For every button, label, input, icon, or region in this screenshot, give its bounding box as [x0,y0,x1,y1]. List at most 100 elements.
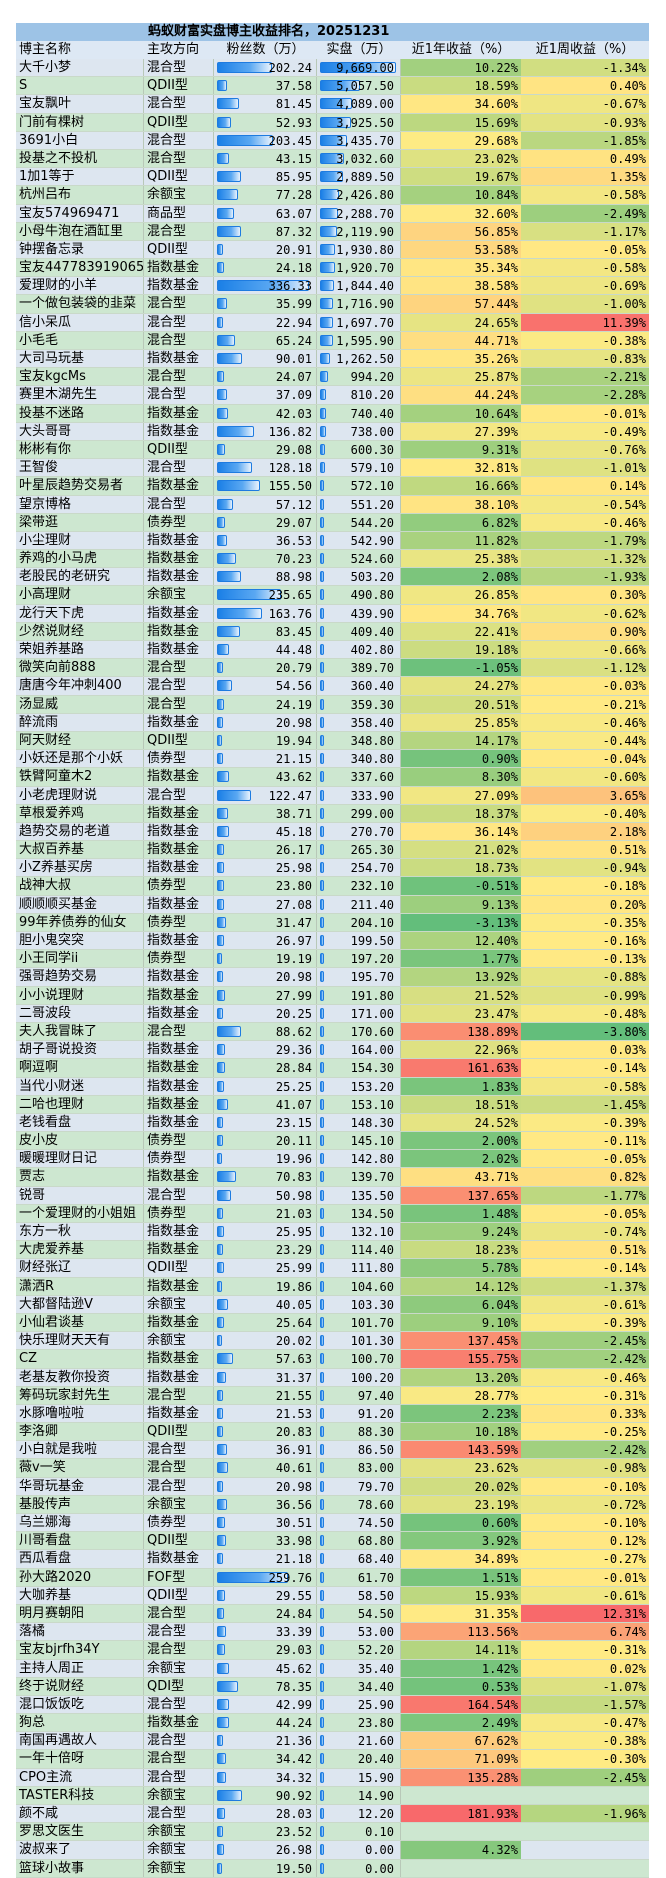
blogger-name: 小高理财 [16,586,144,604]
year-return: 56.85% [401,222,521,240]
focus-type: 混合型 [144,313,214,331]
fans-count: 20.83 [214,1423,317,1441]
week-return: -1.96% [521,1805,649,1823]
focus-type: 混合型 [144,149,214,168]
data-bar [217,1171,237,1183]
week-return: -0.39% [521,1313,649,1332]
table-row: 南国再遇故人 混合型 21.36 21.60 67.62% -0.38% [16,1732,649,1751]
week-return: -0.27% [521,1550,649,1568]
real-amount: 542.90 [317,531,401,550]
blogger-name: 大司马玩基 [16,350,144,368]
data-bar [320,1389,324,1401]
real-amount: 0.00 [317,1841,401,1859]
week-return [521,1787,649,1804]
data-bar [320,1298,324,1310]
focus-type: 混合型 [144,1186,214,1204]
table-row: 3691小白 混合型 203.45 3,435.70 29.68% -1.85% [16,131,649,150]
fans-count: 29.55 [214,1586,317,1604]
real-amount: 153.10 [317,1095,401,1113]
year-return: 155.75% [401,1350,521,1368]
data-bar [320,716,324,728]
real-amount: 1,716.90 [317,295,401,313]
fans-count: 24.19 [214,695,317,713]
fans-count: 128.18 [214,459,317,477]
year-return: 36.14% [401,822,521,841]
data-bar [217,1244,224,1256]
table-row: 乌兰娜海 债券型 30.51 74.50 0.60% -0.10% [16,1514,649,1533]
focus-type: 指数基金 [144,1095,214,1113]
real-amount: 86.50 [317,1441,401,1459]
fans-count: 36.56 [214,1495,317,1513]
blogger-name: 基股传声 [16,1495,144,1513]
data-bar [217,844,225,856]
blogger-name: 宝友kgcMs [16,368,144,386]
year-return: 18.23% [401,1241,521,1259]
fans-count: 28.84 [214,1059,317,1077]
fans-count: 25.64 [214,1313,317,1332]
week-return: -1.79% [521,531,649,550]
fans-count: 41.07 [214,1095,317,1113]
data-bar [217,607,262,619]
year-return: 35.26% [401,350,521,368]
year-return: 22.96% [401,1041,521,1059]
fans-count: 30.51 [214,1514,317,1532]
data-bar [320,80,360,92]
fans-count: 87.32 [214,222,317,240]
year-return: 26.85% [401,586,521,604]
data-bar [320,1007,324,1019]
table-row: 大叔百养基 指数基金 26.17 265.30 21.02% 0.51% [16,841,649,860]
week-return: -1.07% [521,1677,649,1695]
table-row: 夫人我冒昧了 混合型 88.62 170.60 138.89% -3.80% [16,1022,649,1042]
focus-type: 混合型 [144,95,214,113]
week-return: -0.67% [521,95,649,113]
blogger-name: 夫人我冒昧了 [16,1022,144,1041]
fans-count: 20.25 [214,1004,317,1022]
blogger-name: 大都督陆逊V [16,1295,144,1313]
real-amount: 551.20 [317,495,401,513]
data-bar [320,771,324,783]
week-return: 11.39% [521,313,649,331]
data-bar [217,1571,289,1583]
year-return: 32.81% [401,459,521,477]
focus-type: 混合型 [144,1623,214,1641]
data-bar [217,953,223,965]
focus-type: 指数基金 [144,641,214,659]
data-bar [320,1808,324,1819]
data-bar [217,116,232,128]
year-return: 18.51% [401,1095,521,1113]
year-return: 13.92% [401,968,521,986]
year-return: 34.89% [401,1550,521,1568]
week-return: -0.11% [521,1132,649,1150]
blogger-name: 南国再遇故人 [16,1732,144,1750]
week-return: 0.30% [521,586,649,604]
week-return: -2.42% [521,1441,649,1459]
blogger-name: 薇v一笑 [16,1459,144,1477]
focus-type: 混合型 [144,222,214,240]
table-row: 罗思文医生 余额宝 23.52 0.10 [16,1823,649,1842]
year-return: 18.37% [401,804,521,822]
year-return: 19.18% [401,641,521,659]
blogger-name: 养鸡的小马虎 [16,550,144,568]
focus-type: 混合型 [144,1641,214,1659]
real-amount: 740.40 [317,404,401,422]
data-bar [217,171,241,183]
fans-count: 35.99 [214,295,317,313]
data-bar [320,1826,324,1838]
data-bar [320,680,324,692]
week-return: -1.12% [521,659,649,677]
table-row: 大虎爱养基 指数基金 23.29 114.40 18.23% 0.51% [16,1241,649,1260]
focus-type: 指数基金 [144,477,214,495]
week-return: 1.35% [521,168,649,186]
data-bar [217,1298,228,1310]
focus-type: 债券型 [144,913,214,931]
real-amount: 199.50 [317,932,401,950]
week-return: 6.74% [521,1623,649,1641]
fans-count: 23.29 [214,1241,317,1259]
year-return: 138.89% [401,1022,521,1041]
real-amount: 68.40 [317,1550,401,1568]
header-week-return: 近1周收益（%） [535,42,635,57]
blogger-name: 西瓜看盘 [16,1550,144,1568]
table-row: 宝友飘叶 混合型 81.45 4,089.00 34.60% -0.67% [16,95,649,114]
focus-type: 指数基金 [144,713,214,731]
real-amount: 21.60 [317,1732,401,1750]
